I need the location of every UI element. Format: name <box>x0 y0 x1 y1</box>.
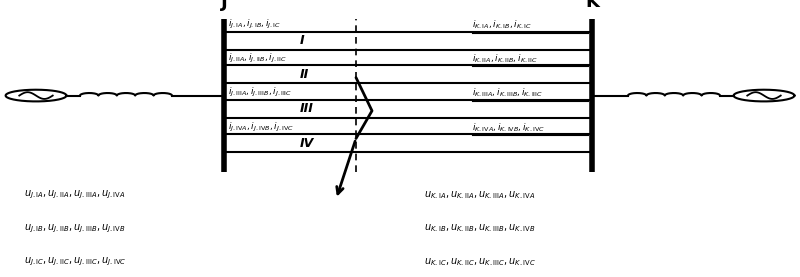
Text: II: II <box>300 68 310 81</box>
Text: I: I <box>300 34 305 47</box>
Text: $i_{J.\mathrm{III}A},i_{J.\mathrm{III}B},i_{J.\mathrm{III}C}$: $i_{J.\mathrm{III}A},i_{J.\mathrm{III}B}… <box>228 86 292 99</box>
Text: $i_{K.\mathrm{IV}A},i_{K.\mathrm{IV}B},i_{K.\mathrm{IV}C}$: $i_{K.\mathrm{IV}A},i_{K.\mathrm{IV}B},i… <box>472 121 545 134</box>
Text: $i_{K.\mathrm{I}A},i_{K.\mathrm{I}B},i_{K.\mathrm{I}C}$: $i_{K.\mathrm{I}A},i_{K.\mathrm{I}B},i_{… <box>472 19 532 31</box>
Text: $i_{J.\mathrm{I}A},i_{J.\mathrm{I}B},i_{J.\mathrm{I}C}$: $i_{J.\mathrm{I}A},i_{J.\mathrm{I}B},i_{… <box>228 18 281 31</box>
Text: $i_{J.\mathrm{IV}A},i_{J.\mathrm{IV}B},i_{J.\mathrm{IV}C}$: $i_{J.\mathrm{IV}A},i_{J.\mathrm{IV}B},i… <box>228 121 294 134</box>
Text: $i_{J.\mathrm{II}A},i_{J.\mathrm{II}B},i_{J.\mathrm{II}C}$: $i_{J.\mathrm{II}A},i_{J.\mathrm{II}B},i… <box>228 52 286 65</box>
Text: IV: IV <box>300 137 314 150</box>
Text: III: III <box>300 102 314 115</box>
Text: $u_{J.\mathrm{I}B},u_{J.\mathrm{II}B},u_{J.\mathrm{III}B},u_{J.\mathrm{IV}B}$: $u_{J.\mathrm{I}B},u_{J.\mathrm{II}B},u_… <box>24 222 126 235</box>
Text: $u_{K.\mathrm{I}C},u_{K.\mathrm{II}C},u_{K.\mathrm{III}C},u_{K.\mathrm{IV}C}$: $u_{K.\mathrm{I}C},u_{K.\mathrm{II}C},u_… <box>424 256 536 268</box>
Text: J: J <box>221 0 227 11</box>
Text: K: K <box>585 0 599 11</box>
Text: $u_{J.\mathrm{I}C},u_{J.\mathrm{II}C},u_{J.\mathrm{III}C},u_{J.\mathrm{IV}C}$: $u_{J.\mathrm{I}C},u_{J.\mathrm{II}C},u_… <box>24 256 126 268</box>
Text: $u_{J.\mathrm{I}A},u_{J.\mathrm{II}A},u_{J.\mathrm{III}A},u_{J.\mathrm{IV}A}$: $u_{J.\mathrm{I}A},u_{J.\mathrm{II}A},u_… <box>24 189 126 201</box>
Text: $i_{K.\mathrm{III}A},i_{K.\mathrm{III}B},i_{K.\mathrm{III}C}$: $i_{K.\mathrm{III}A},i_{K.\mathrm{III}B}… <box>472 87 543 99</box>
Text: $u_{K.\mathrm{I}B},u_{K.\mathrm{II}B},u_{K.\mathrm{III}B},u_{K.\mathrm{IV}B}$: $u_{K.\mathrm{I}B},u_{K.\mathrm{II}B},u_… <box>424 223 535 234</box>
Text: $u_{K.\mathrm{I}A},u_{K.\mathrm{II}A},u_{K.\mathrm{III}A},u_{K.\mathrm{IV}A}$: $u_{K.\mathrm{I}A},u_{K.\mathrm{II}A},u_… <box>424 189 535 201</box>
Text: $i_{K.\mathrm{II}A},i_{K.\mathrm{II}B},i_{K.\mathrm{II}C}$: $i_{K.\mathrm{II}A},i_{K.\mathrm{II}B},i… <box>472 52 538 65</box>
